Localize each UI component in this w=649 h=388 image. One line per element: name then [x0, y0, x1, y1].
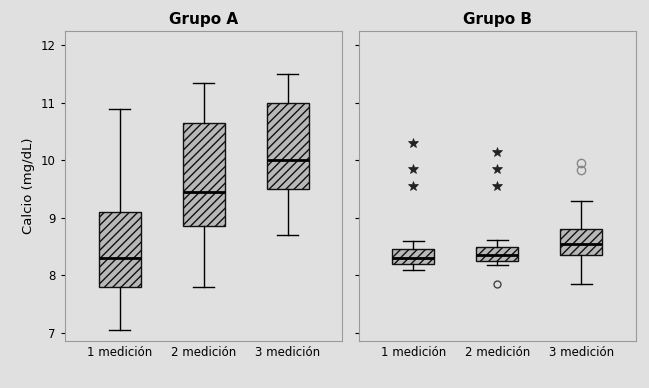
- Title: Grupo A: Grupo A: [169, 12, 238, 27]
- PathPatch shape: [267, 103, 308, 189]
- PathPatch shape: [560, 229, 602, 255]
- Y-axis label: Calcio (mg/dL): Calcio (mg/dL): [22, 138, 35, 234]
- PathPatch shape: [182, 123, 225, 227]
- PathPatch shape: [393, 249, 434, 264]
- Title: Grupo B: Grupo B: [463, 12, 532, 27]
- PathPatch shape: [99, 212, 141, 287]
- PathPatch shape: [476, 247, 519, 261]
